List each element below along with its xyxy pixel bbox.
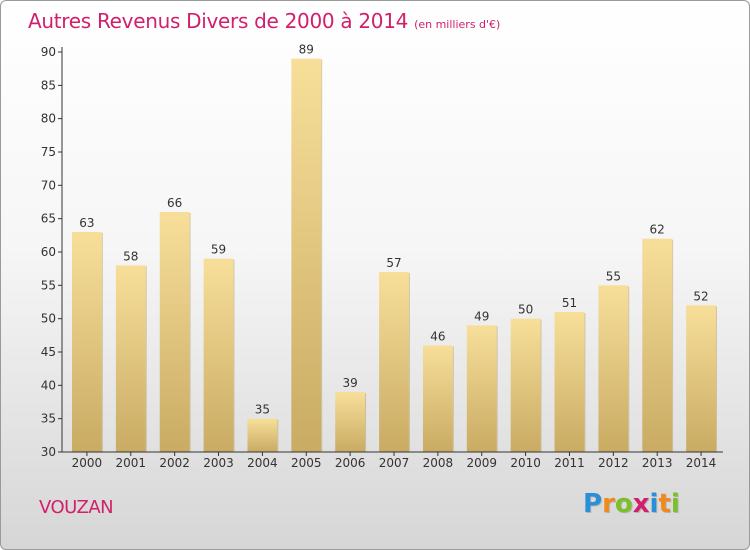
logo-letter: x <box>632 489 650 519</box>
x-axis: 2000 2001 2002 2003 2004 2005 2006 2007 2008 2009… <box>62 451 723 470</box>
x-tick-label-2001: 2001 <box>116 456 147 470</box>
bar-2013 <box>642 238 673 452</box>
y-tick-label: 45 <box>41 345 56 359</box>
x-tick-label-2003: 2003 <box>203 456 234 470</box>
data-label-2009: 49 <box>474 309 489 323</box>
x-tick-label-2005: 2005 <box>291 456 322 470</box>
logo-letter: r <box>602 489 615 519</box>
bar-2003 <box>203 258 234 452</box>
data-label-2011: 51 <box>562 296 577 310</box>
x-tick-label-2008: 2008 <box>423 456 454 470</box>
logo-letter: o <box>614 489 633 519</box>
bar-2010 <box>510 318 541 452</box>
y-tick-label: 30 <box>41 445 56 459</box>
chart-subtitle: (en milliers d'€) <box>414 18 501 31</box>
bar-2004 <box>247 418 278 452</box>
x-tick-label-2014: 2014 <box>686 456 717 470</box>
bar-2001 <box>115 265 146 452</box>
bar-2007 <box>379 272 409 452</box>
y-tick-label: 35 <box>41 412 56 426</box>
logo-letter: P <box>583 489 603 519</box>
bar-2012 <box>598 285 629 452</box>
bar-2009 <box>466 325 497 452</box>
data-label-2010: 50 <box>518 303 533 317</box>
data-label-2001: 58 <box>123 249 138 263</box>
x-tick-label-2000: 2000 <box>72 456 103 470</box>
x-tick-label-2004: 2004 <box>247 456 278 470</box>
commune-name: VOUZAN <box>39 497 114 518</box>
logo-letter: i <box>649 489 659 519</box>
bar-2008 <box>422 345 453 452</box>
bars: 63 58 66 59 35 89 39 57 46 49 50 51 55 62 52 <box>72 43 717 453</box>
proxiti-logo[interactable]: Proxiti <box>583 489 680 519</box>
data-label-2012: 55 <box>606 269 621 283</box>
logo-letter: t <box>658 489 671 519</box>
y-tick-label: 65 <box>41 212 56 226</box>
x-tick-label-2011: 2011 <box>554 456 585 470</box>
chart-title: Autres Revenus Divers de 2000 à 2014 (en … <box>28 9 500 33</box>
x-tick-label-2010: 2010 <box>510 456 541 470</box>
bar-2014 <box>686 305 716 452</box>
bar-2006 <box>335 392 366 452</box>
data-label-2004: 35 <box>255 403 270 417</box>
x-tick-label-2007: 2007 <box>379 456 410 470</box>
y-tick-label: 90 <box>41 45 56 59</box>
y-tick-label: 75 <box>41 145 56 159</box>
data-label-2003: 59 <box>211 243 226 257</box>
y-tick-label: 85 <box>41 78 56 92</box>
data-label-2008: 46 <box>430 329 445 343</box>
y-tick-label: 40 <box>41 378 56 392</box>
x-tick-label-2009: 2009 <box>466 456 497 470</box>
data-label-2005: 89 <box>299 43 314 57</box>
data-label-2014: 52 <box>693 289 708 303</box>
data-label-2006: 39 <box>342 376 357 390</box>
logo-letter: i <box>670 489 680 519</box>
x-tick-label-2002: 2002 <box>159 456 190 470</box>
bar-2005 <box>291 58 322 453</box>
y-tick-label: 60 <box>41 245 56 259</box>
x-tick-label-2012: 2012 <box>598 456 629 470</box>
bar-2000 <box>72 232 102 452</box>
y-tick-label: 55 <box>41 278 56 292</box>
x-tick-label-2006: 2006 <box>335 456 366 470</box>
bar-2011 <box>554 312 585 452</box>
data-label-2013: 62 <box>650 223 665 237</box>
bar-2002 <box>159 212 190 452</box>
x-tick-label-2013: 2013 <box>642 456 673 470</box>
y-tick-label: 50 <box>41 312 56 326</box>
y-axis: 30 35 40 45 50 55 60 65 70 75 80 85 90 <box>41 45 63 459</box>
chart-title-text: Autres Revenus Divers de 2000 à 2014 <box>28 9 409 33</box>
y-tick-label: 70 <box>41 178 56 192</box>
data-label-2000: 63 <box>79 216 94 230</box>
y-tick-label: 80 <box>41 112 56 126</box>
data-label-2002: 66 <box>167 196 182 210</box>
data-label-2007: 57 <box>386 256 401 270</box>
